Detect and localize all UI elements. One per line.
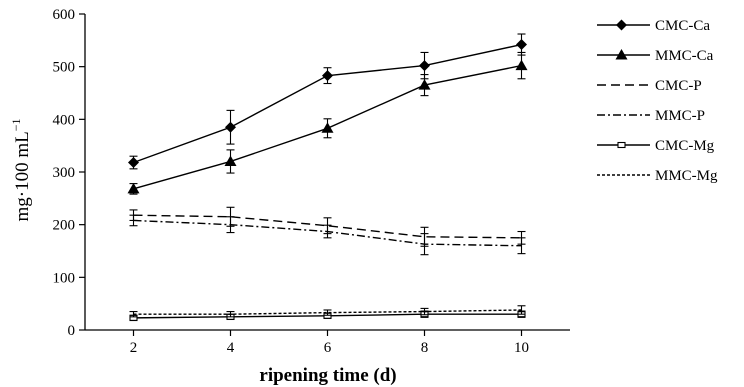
y-tick-label: 500 [53, 60, 76, 76]
series-line-cmc-p [133, 214, 522, 239]
point-mmc-ca [418, 79, 431, 90]
x-axis-title: ripening time (d) [259, 365, 396, 386]
point-cmc-ca [322, 70, 333, 82]
legend-entry-mmc-mg: MMC-Mg [597, 168, 718, 184]
point-cmc-ca [225, 121, 236, 133]
axes: 0 100 200 300 400 500 600 2 4 6 8 10 [53, 7, 570, 356]
series-mmc-mg [129, 305, 526, 318]
legend-label-mmc-mg: MMC-Mg [655, 168, 718, 184]
point-mmc-ca [224, 155, 237, 166]
legend-entry-cmc-p: CMC-P [597, 78, 702, 94]
series-mmc-p [129, 214, 526, 256]
x-tick-label: 8 [421, 340, 429, 356]
series-cmc-ca [128, 33, 527, 170]
y-tick-label: 300 [53, 165, 76, 181]
point-mmc-ca [127, 182, 140, 194]
y-tick-label: 100 [53, 270, 76, 286]
legend-marker-cmc-mg [617, 141, 626, 149]
y-axis-title-text: mg·100 mL [12, 131, 33, 221]
legend-label-cmc-ca: CMC-Ca [655, 18, 710, 34]
point-mmc-ca [515, 59, 528, 71]
point-cmc-ca [128, 157, 139, 169]
x-tick-label: 2 [130, 340, 138, 356]
y-tick-label: 200 [53, 218, 76, 234]
series-mmc-ca [127, 51, 528, 195]
legend-entry-cmc-ca: CMC-Ca [597, 18, 710, 34]
x-tick-label: 4 [227, 340, 235, 356]
y-tick-label: 600 [53, 7, 76, 23]
legend-label-cmc-p: CMC-P [655, 78, 702, 94]
y-tick-label: 400 [53, 112, 76, 128]
point-cmc-ca [419, 60, 430, 72]
legend-label-cmc-mg: CMC-Mg [655, 138, 715, 154]
series-line-cmc-ca [133, 43, 522, 164]
y-tick-label: 0 [68, 323, 76, 339]
legend-entry-mmc-ca: MMC-Ca [597, 48, 714, 64]
legend-marker-cmc-ca [616, 19, 627, 31]
y-axis-title: mg·100 mL−1 [9, 118, 33, 221]
legend-label-mmc-ca: MMC-Ca [655, 48, 714, 64]
legend-label-mmc-p: MMC-P [655, 108, 705, 124]
legend-entry-mmc-p: MMC-P [597, 108, 705, 124]
point-mmc-ca [321, 122, 334, 133]
x-tick-label: 6 [324, 340, 332, 356]
point-cmc-ca [516, 39, 527, 51]
y-axis-title-exponent: −1 [9, 118, 23, 131]
legend-marker-mmc-ca [615, 49, 628, 60]
x-tick-label: 10 [514, 340, 529, 356]
legend: CMC-Ca MMC-Ca CMC-P MMC-P CMC-Mg MMC-Mg [597, 18, 718, 184]
series-layer [127, 33, 528, 322]
legend-entry-cmc-mg: CMC-Mg [597, 138, 715, 154]
